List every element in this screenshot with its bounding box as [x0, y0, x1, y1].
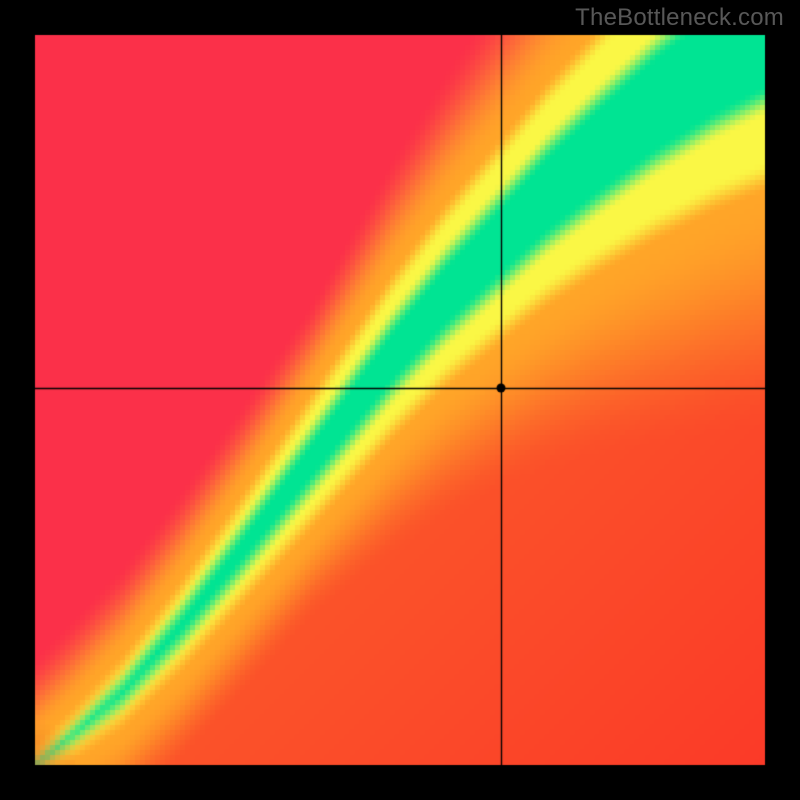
chart-container: TheBottleneck.com	[0, 0, 800, 800]
heatmap-canvas	[0, 0, 800, 800]
watermark-text: TheBottleneck.com	[575, 4, 784, 32]
